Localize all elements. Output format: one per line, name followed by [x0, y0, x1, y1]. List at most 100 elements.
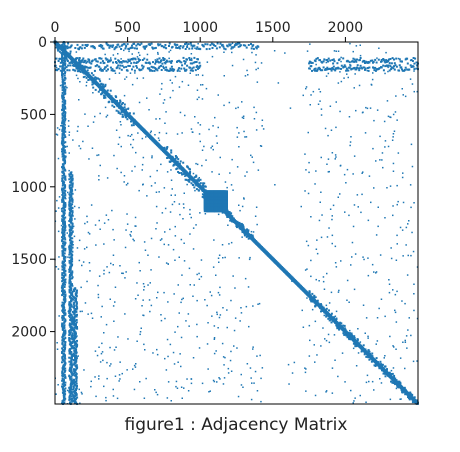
sparse-marker [293, 361, 296, 364]
block-marker [77, 63, 80, 66]
sparse-marker [55, 266, 58, 268]
row-band-marker [382, 64, 385, 67]
column-band-marker [63, 295, 65, 298]
sparse-marker [255, 68, 257, 71]
sparse-marker [124, 313, 126, 315]
column-band-marker [71, 192, 74, 195]
column-band-marker [71, 250, 74, 253]
block-marker [311, 300, 314, 303]
block-marker [94, 78, 97, 81]
column-band-marker [64, 381, 67, 384]
block-marker [388, 371, 391, 374]
row-band-marker [377, 58, 380, 61]
sparse-marker [372, 72, 374, 74]
column-band-marker [61, 122, 64, 125]
column-band-marker [61, 370, 64, 373]
block-marker [230, 218, 233, 221]
sparse-marker [201, 164, 203, 167]
row-band-marker [65, 57, 68, 60]
block-marker [241, 231, 244, 234]
column-band-marker [63, 162, 66, 165]
column-band-marker [64, 126, 66, 129]
column-band-marker [64, 291, 67, 294]
sparse-marker [58, 256, 60, 258]
sparse-marker [416, 90, 418, 93]
column-band-marker [64, 72, 66, 75]
block-marker [313, 301, 316, 304]
sparse-marker [216, 142, 218, 144]
block-marker [117, 110, 120, 113]
sparse-marker [207, 322, 209, 324]
block-marker [175, 161, 178, 164]
sparse-marker [352, 50, 354, 53]
column-band-marker [73, 344, 76, 347]
column-band-marker [64, 318, 67, 321]
row-band-marker [401, 69, 404, 72]
row-band-marker [415, 61, 418, 64]
sparse-marker [391, 139, 394, 141]
row-band-marker [398, 69, 401, 72]
block-marker [83, 67, 85, 70]
sparse-marker [138, 101, 141, 104]
column-band-marker [63, 234, 66, 237]
sparse-marker [180, 365, 182, 368]
sparse-marker [260, 400, 262, 403]
row-band-marker [185, 42, 188, 45]
column-band-marker [68, 350, 71, 353]
column-band-marker [70, 198, 73, 200]
row-band-marker [138, 43, 141, 46]
sparse-marker [176, 44, 179, 46]
column-band-marker [61, 260, 64, 263]
sparse-marker [209, 291, 211, 293]
column-band-marker [75, 350, 77, 353]
sparse-marker [103, 332, 105, 334]
sparse-marker [308, 355, 311, 357]
sparse-marker [353, 87, 355, 89]
block-marker [344, 328, 347, 331]
column-band-marker [71, 270, 74, 273]
block-marker [197, 178, 200, 181]
sparse-marker [300, 205, 302, 208]
column-band-marker [61, 367, 64, 370]
sparse-marker [227, 367, 230, 370]
sparse-marker [335, 266, 338, 268]
block-marker [197, 189, 200, 192]
block-marker [195, 174, 198, 177]
column-band-marker [64, 202, 67, 205]
block-marker [353, 340, 356, 343]
sparse-marker [365, 60, 367, 63]
sparse-marker [71, 213, 74, 215]
sparse-marker [98, 375, 100, 377]
sparse-marker [64, 146, 67, 148]
row-band-marker [333, 60, 336, 63]
row-band-marker [205, 48, 208, 51]
sparse-marker [137, 132, 139, 134]
column-band-marker [69, 242, 72, 244]
sparse-marker [361, 111, 364, 114]
block-marker [99, 80, 102, 83]
sparse-marker [383, 120, 386, 123]
sparse-marker [159, 118, 161, 120]
sparse-marker [235, 107, 237, 110]
column-band-marker [73, 322, 76, 325]
row-band-marker [174, 44, 177, 47]
column-band-marker [71, 200, 74, 203]
column-band-marker [71, 223, 74, 226]
sparse-marker [103, 269, 105, 272]
block-marker [311, 298, 314, 301]
column-band-marker [70, 365, 73, 368]
row-band-marker [345, 69, 348, 72]
column-band-marker [69, 337, 72, 340]
column-band-marker [68, 205, 71, 208]
sparse-marker [196, 323, 198, 326]
row-band-marker [145, 61, 148, 64]
sparse-marker [367, 219, 370, 222]
row-band-marker [395, 57, 398, 60]
column-band-marker [61, 200, 64, 203]
column-band-marker [62, 204, 65, 207]
row-band-marker [107, 68, 109, 71]
sparse-marker [136, 340, 138, 342]
sparse-marker [123, 175, 126, 177]
row-band-marker [374, 58, 377, 61]
column-band-marker [62, 93, 65, 96]
